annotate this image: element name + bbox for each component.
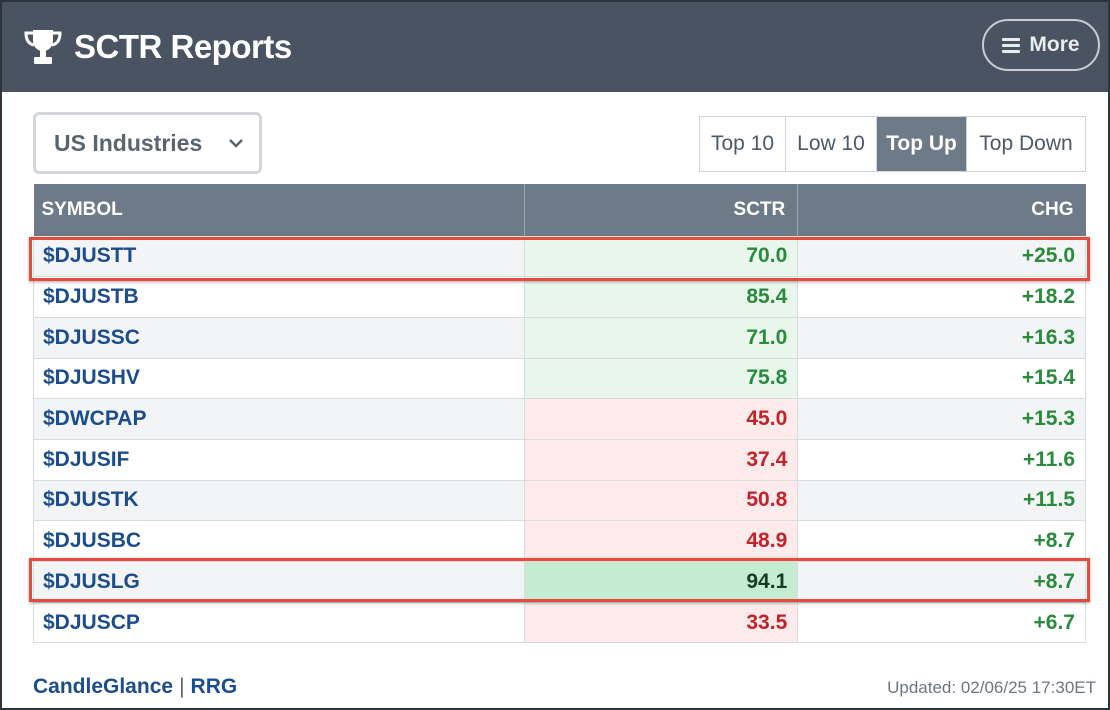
sctr-value: 48.9 (524, 520, 799, 562)
symbol-link[interactable]: $DJUSHV (33, 358, 525, 400)
sctr-value: 37.4 (524, 439, 799, 481)
change-value: +15.4 (797, 358, 1086, 400)
sctr-value: 50.8 (524, 480, 799, 522)
table-row: $DJUSIF 37.4 +11.6 (33, 439, 1086, 481)
symbol-link[interactable]: $DJUSSC (33, 317, 525, 359)
change-value: +25.0 (797, 236, 1086, 278)
header-bar: SCTR Reports More (2, 2, 1108, 92)
symbol-link[interactable]: $DWCPAP (33, 398, 525, 440)
change-value: +16.3 (797, 317, 1086, 359)
change-value: +15.3 (797, 398, 1086, 440)
sctr-value: 45.0 (524, 398, 799, 440)
change-value: +8.7 (797, 561, 1086, 603)
table-row: $DJUSHV 75.8 +15.4 (33, 358, 1086, 400)
symbol-link[interactable]: $DJUSCP (33, 602, 525, 644)
column-header-sctr[interactable]: SCTR (524, 184, 799, 236)
table-row: $DJUSTB 85.4 +18.2 (33, 276, 1086, 318)
rrg-link[interactable]: RRG (190, 675, 238, 698)
change-value: +18.2 (797, 276, 1086, 318)
hamburger-icon (1002, 37, 1021, 53)
column-header-chg[interactable]: CHG (797, 184, 1086, 236)
column-header-symbol[interactable]: SYMBOL (33, 184, 525, 236)
sctr-value: 33.5 (524, 602, 799, 644)
updated-timestamp: Updated: 02/06/25 17:30ET (887, 678, 1096, 697)
footer-separator: | (179, 675, 185, 698)
candleglance-link[interactable]: CandleGlance (33, 675, 174, 698)
table-row: $DJUSTT 70.0 +25.0 (33, 236, 1086, 278)
trophy-icon (24, 30, 62, 64)
symbol-link[interactable]: $DJUSIF (33, 439, 525, 481)
tab-top-up[interactable]: Top Up (877, 117, 967, 171)
tab-top-10[interactable]: Top 10 (700, 117, 786, 171)
chevron-down-icon (229, 139, 243, 148)
change-value: +11.6 (797, 439, 1086, 481)
sctr-value: 94.1 (524, 561, 799, 603)
page-title: SCTR Reports (74, 28, 292, 65)
symbol-link[interactable]: $DJUSLG (33, 561, 525, 603)
title-group: SCTR Reports (22, 26, 292, 68)
table-header-row: SYMBOL SCTR CHG (33, 184, 1086, 236)
table-row: $DJUSLG 94.1 +8.7 (33, 561, 1086, 603)
group-select[interactable]: US Industries (33, 112, 262, 174)
table-row: $DJUSTK 50.8 +11.5 (33, 480, 1086, 522)
change-value: +6.7 (797, 602, 1086, 644)
change-value: +11.5 (797, 480, 1086, 522)
group-select-value: US Industries (54, 129, 203, 156)
tab-low-10[interactable]: Low 10 (786, 117, 877, 171)
symbol-link[interactable]: $DJUSBC (33, 520, 525, 562)
table-row: $DJUSCP 33.5 +6.7 (33, 602, 1086, 644)
sctr-value: 70.0 (524, 236, 799, 278)
symbol-link[interactable]: $DJUSTB (33, 276, 525, 318)
more-menu-button[interactable]: More (982, 19, 1100, 71)
sctr-table: SYMBOL SCTR CHG $DJUSTT 70.0 +25.0 $DJUSTB 8… (33, 184, 1086, 644)
table-row: $DWCPAP 45.0 +15.3 (33, 398, 1086, 440)
more-label: More (1029, 33, 1080, 56)
symbol-link[interactable]: $DJUSTT (33, 236, 525, 278)
table-row: $DJUSBC 48.9 +8.7 (33, 520, 1086, 562)
symbol-link[interactable]: $DJUSTK (33, 480, 525, 522)
sctr-value: 75.8 (524, 358, 799, 400)
sctr-value: 71.0 (524, 317, 799, 359)
tab-top-down[interactable]: Top Down (967, 117, 1085, 171)
change-value: +8.7 (797, 520, 1086, 562)
report-tabs: Top 10 Low 10 Top Up Top Down (699, 116, 1086, 172)
sctr-value: 85.4 (524, 276, 799, 318)
footer-links: CandleGlance | RRG (33, 675, 237, 699)
table-row: $DJUSSC 71.0 +16.3 (33, 317, 1086, 359)
